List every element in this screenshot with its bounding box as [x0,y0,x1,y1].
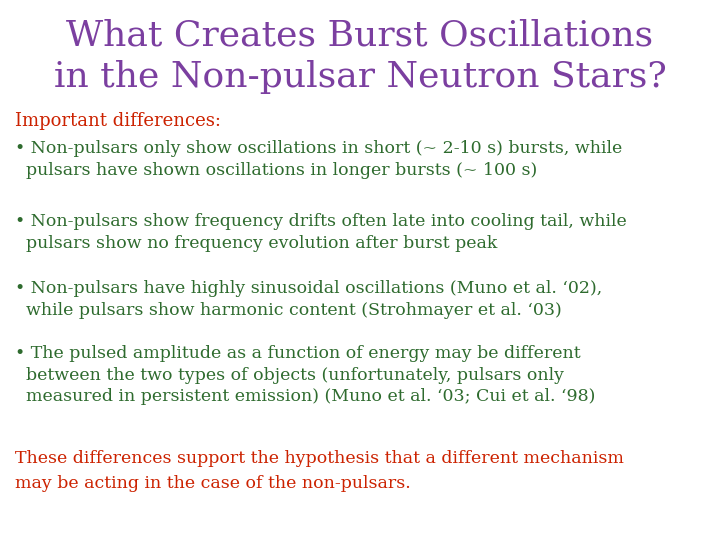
Text: • Non-pulsars only show oscillations in short (~ 2-10 s) bursts, while
  pulsars: • Non-pulsars only show oscillations in … [15,140,622,179]
Text: in the Non-pulsar Neutron Stars?: in the Non-pulsar Neutron Stars? [53,60,667,94]
Text: What Creates Burst Oscillations: What Creates Burst Oscillations [66,18,654,52]
Text: • Non-pulsars have highly sinusoidal oscillations (Muno et al. ‘02),
  while pul: • Non-pulsars have highly sinusoidal osc… [15,280,602,319]
Text: may be acting in the case of the non-pulsars.: may be acting in the case of the non-pul… [15,475,410,492]
Text: Important differences:: Important differences: [15,112,221,130]
Text: • Non-pulsars show frequency drifts often late into cooling tail, while
  pulsar: • Non-pulsars show frequency drifts ofte… [15,213,626,252]
Text: • The pulsed amplitude as a function of energy may be different
  between the tw: • The pulsed amplitude as a function of … [15,345,595,405]
Text: These differences support the hypothesis that a different mechanism: These differences support the hypothesis… [15,450,624,467]
